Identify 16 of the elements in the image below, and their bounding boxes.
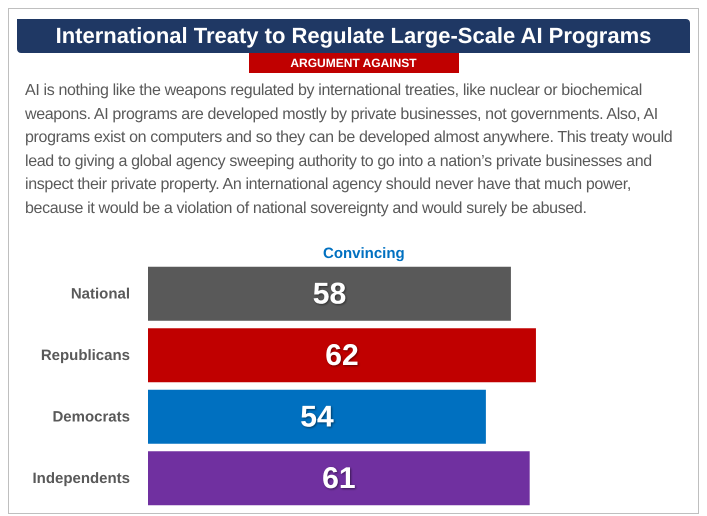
bar	[148, 266, 511, 321]
chart-title: International Treaty to Regulate Large-Scale AI Programs	[17, 19, 690, 53]
y-tick-label: Democrats	[52, 408, 130, 426]
data-label: 54	[300, 400, 334, 434]
y-tick-label: National	[70, 285, 130, 302]
bar	[148, 390, 486, 444]
data-label: 61	[322, 462, 356, 495]
bar	[148, 328, 536, 382]
data-label: 58	[312, 277, 346, 310]
text: AI is nothing like the weapons regulated by international treaties, like nuclear or biochemical weapons. AI programs are developed mostly by private businesses, not governments. Also, AI programs exist on computers and so they can be developed almost anywhere. This treaty would lead to giving a global agency sweeping authority to go into a nation’s private businesses and inspect their private property. An international agency should never have that much power, because it would be a violation of national sovereignty and would surely be abused.	[25, 81, 674, 218]
y-tick-label: Republicans	[40, 346, 130, 364]
x-axis-title: Convincing	[323, 245, 405, 262]
chart-subtitle: ARGUMENT AGAINST	[248, 53, 458, 73]
y-tick-label: Independents	[32, 470, 130, 487]
data-label: 62	[325, 338, 359, 372]
bar	[148, 451, 530, 506]
